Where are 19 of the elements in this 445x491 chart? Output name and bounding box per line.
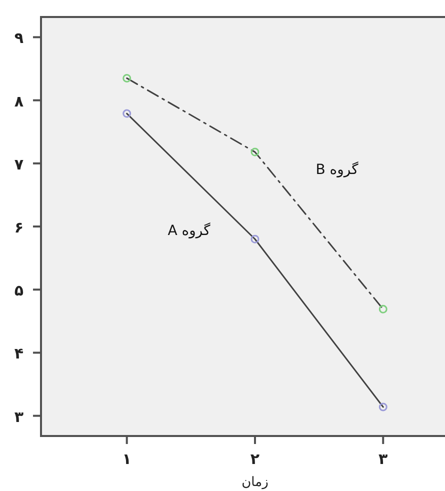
point bbox=[378, 304, 388, 314]
point bbox=[378, 402, 388, 412]
y-tick-label: ۷ bbox=[14, 155, 24, 174]
y-tick-label: ۸ bbox=[14, 92, 24, 110]
point bbox=[122, 109, 132, 118]
point bbox=[250, 234, 260, 244]
x-tick-label: ۱ bbox=[122, 450, 132, 468]
y-tick-label: ۴ bbox=[14, 344, 24, 363]
text: گروه B bbox=[316, 161, 359, 178]
point bbox=[122, 74, 132, 82]
y-tick-label: ۹ bbox=[14, 29, 24, 48]
y-tick-label: ۶ bbox=[14, 218, 24, 236]
point bbox=[250, 148, 260, 156]
x-axis-title: زمان bbox=[242, 475, 268, 490]
x-tick-label: ۳ bbox=[378, 450, 388, 468]
y-tick-label: ۳ bbox=[14, 408, 24, 426]
y-tick-label: ۵ bbox=[14, 282, 24, 300]
x-tick-label: ۲ bbox=[250, 450, 260, 468]
series-label: گروه A bbox=[168, 222, 211, 240]
